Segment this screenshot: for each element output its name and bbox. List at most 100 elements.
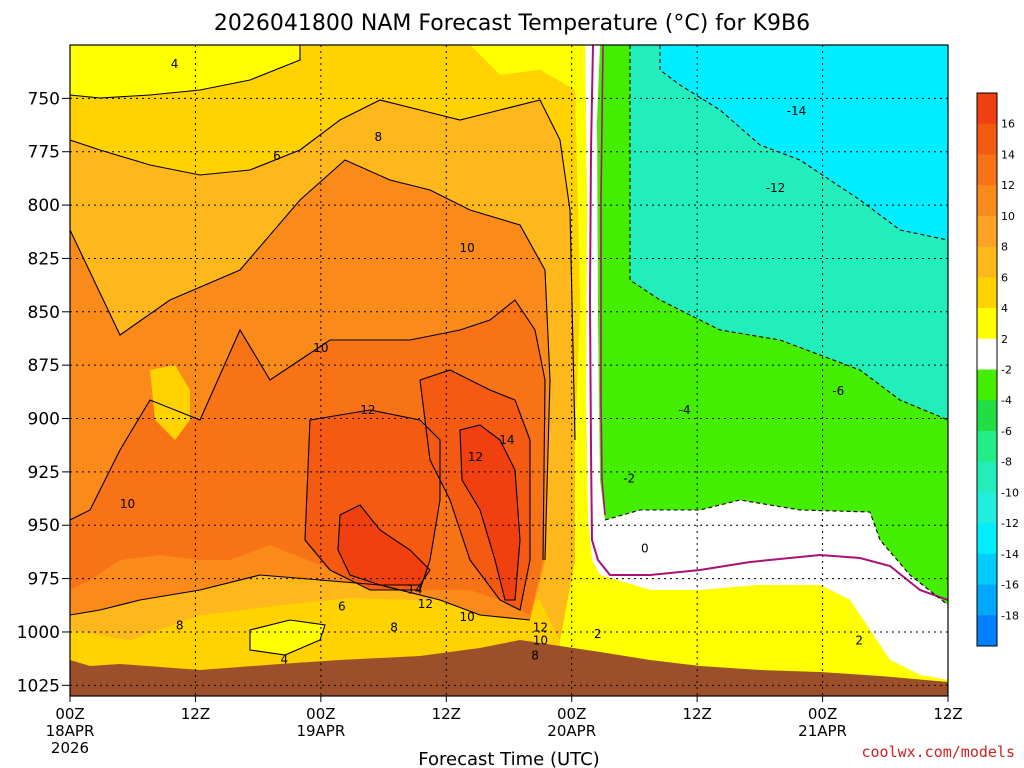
colorbar-frame xyxy=(976,92,998,647)
y-tick-label: 1025 xyxy=(17,676,60,696)
band-hot-red-a xyxy=(338,505,430,585)
y-tick-label: 775 xyxy=(28,143,60,163)
contour-label: 12 xyxy=(533,621,548,635)
colorbar-label: 8 xyxy=(1001,241,1008,254)
colorbar-swatch xyxy=(977,523,997,555)
colorbar-swatch xyxy=(977,461,997,493)
contour-label: -6 xyxy=(832,384,844,398)
contour-warm-12b xyxy=(419,369,531,611)
contour-label: 0 xyxy=(641,542,649,556)
x-tick-date: 21APR xyxy=(798,722,847,740)
colorbar-swatch xyxy=(977,93,997,125)
y-tick-label: 950 xyxy=(28,516,60,536)
contour-label: 14 xyxy=(499,433,514,447)
x-tick-label: 12Z xyxy=(682,705,711,723)
contour-label: 2 xyxy=(855,634,863,648)
colorbar-label: 10 xyxy=(1001,210,1015,223)
colorbar-swatch xyxy=(977,369,997,401)
band-cold-teal xyxy=(628,45,948,420)
contour-label: 10 xyxy=(460,241,475,255)
y-tick-label: 1000 xyxy=(17,623,60,643)
colorbar-label: 6 xyxy=(1001,271,1008,284)
plot-area xyxy=(70,45,948,696)
colorbar-label: -12 xyxy=(1001,517,1019,530)
contour-label: 10 xyxy=(533,634,548,648)
contour-cold-dash-a xyxy=(629,45,948,421)
contour-label: 8 xyxy=(176,619,184,633)
terrain xyxy=(70,640,948,696)
y-tick-label: 925 xyxy=(28,463,60,483)
contour-label: 2 xyxy=(594,627,602,641)
contour-label: 12 xyxy=(468,450,483,464)
x-axis-title: Forecast Time (UTC) xyxy=(418,749,599,768)
contour-cold-dash-c xyxy=(604,499,948,606)
contour-label: 6 xyxy=(273,149,281,163)
colorbar-label: 14 xyxy=(1001,148,1015,161)
contour-label: 10 xyxy=(313,341,328,355)
contour-label: 4 xyxy=(280,653,288,667)
x-tick-label: 00Z xyxy=(55,705,84,723)
colorbar-label: -6 xyxy=(1001,425,1012,438)
colorbar-swatch xyxy=(977,185,997,217)
band-cold-cyan xyxy=(655,45,948,240)
colorbar-label: 16 xyxy=(1001,118,1015,131)
colorbar-swatch xyxy=(977,277,997,309)
chart-title: 2026041800 NAM Forecast Temperature (°C)… xyxy=(214,11,810,36)
x-tick-label: 12Z xyxy=(933,705,962,723)
x-tick-label: 00Z xyxy=(808,705,837,723)
contour-warm-12 xyxy=(304,409,441,591)
contour-label: -2 xyxy=(623,471,635,485)
contour-surface-8 xyxy=(70,574,531,621)
contour-label: 4 xyxy=(171,57,179,71)
colorbar-swatch xyxy=(977,154,997,186)
y-tick-label: 825 xyxy=(28,249,60,269)
x-tick-label: 12Z xyxy=(181,705,210,723)
colorbar-swatch xyxy=(977,123,997,155)
colorbar-label: -2 xyxy=(1001,364,1012,377)
colorbar-swatch xyxy=(977,553,997,585)
contour-minus2 xyxy=(600,45,606,516)
contour-warm-10 xyxy=(70,299,546,561)
colorbar-swatch xyxy=(977,430,997,463)
contour-warm-14 xyxy=(337,504,431,586)
colorbar-swatch xyxy=(977,246,997,278)
y-tick-label: 900 xyxy=(28,410,60,430)
colorbar-label: 12 xyxy=(1001,179,1015,192)
colorbar-swatch xyxy=(977,615,997,647)
freezing-line-zero xyxy=(588,45,948,601)
contour-warm-14b xyxy=(459,424,521,601)
colorbar-label: -10 xyxy=(1001,486,1019,499)
contour-label: 8 xyxy=(531,648,539,662)
colorbar-swatch xyxy=(977,492,997,524)
y-tick-label: 850 xyxy=(28,303,60,323)
y-axis: 750 775 800 825 850 875 900 925 950 975 1000 1025 xyxy=(17,89,70,696)
y-tick-label: 975 xyxy=(28,570,60,590)
credit-text: coolwx.com/models xyxy=(861,743,1015,761)
colorbar-swatch xyxy=(977,584,997,616)
band-freezing-white xyxy=(585,45,948,680)
contour-warm-6 xyxy=(70,99,576,441)
contour-label: 14 xyxy=(407,582,422,596)
colorbar-swatch xyxy=(977,338,997,370)
colorbar-label: -4 xyxy=(1001,394,1012,407)
y-tick-label: 875 xyxy=(28,356,60,376)
colorbar-label: -16 xyxy=(1001,579,1019,592)
x-tick-date: 18APR xyxy=(46,722,95,740)
x-tick-label: 00Z xyxy=(557,705,586,723)
colorbar: 16 14 12 10 8 6 4 2 -2 -4 -6 -8 -10 -12 -14 -16 -18 xyxy=(976,92,1019,647)
band-warm-gold-pocket xyxy=(150,365,190,440)
colorbar-label: -14 xyxy=(1001,548,1019,561)
contour-label: 12 xyxy=(360,403,375,417)
x-tick-year: 2026 xyxy=(51,739,89,757)
contour-cold-dash-b xyxy=(659,45,948,241)
band-warm-gold xyxy=(70,45,580,440)
colorbar-swatch xyxy=(977,308,997,340)
band-cold-green xyxy=(597,45,948,605)
y-tick-label: 750 xyxy=(28,89,60,109)
contour-label: 10 xyxy=(120,497,135,511)
contour-label: 6 xyxy=(338,599,346,613)
colorbar-swatch xyxy=(977,400,997,432)
contour-label: 8 xyxy=(390,621,398,635)
